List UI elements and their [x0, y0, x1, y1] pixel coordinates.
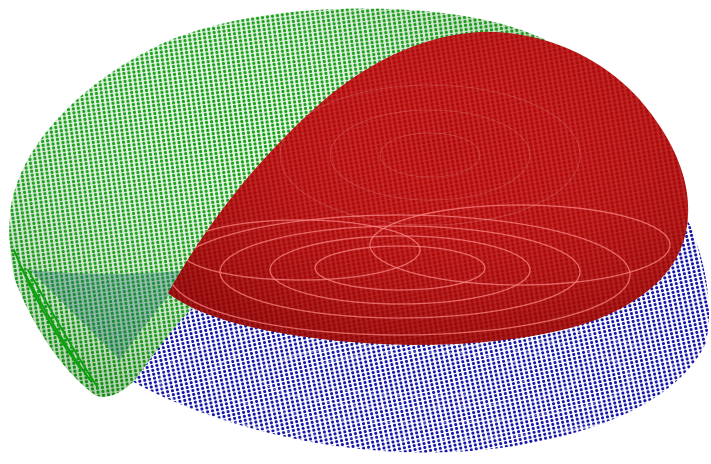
red-surface — [168, 31, 689, 345]
